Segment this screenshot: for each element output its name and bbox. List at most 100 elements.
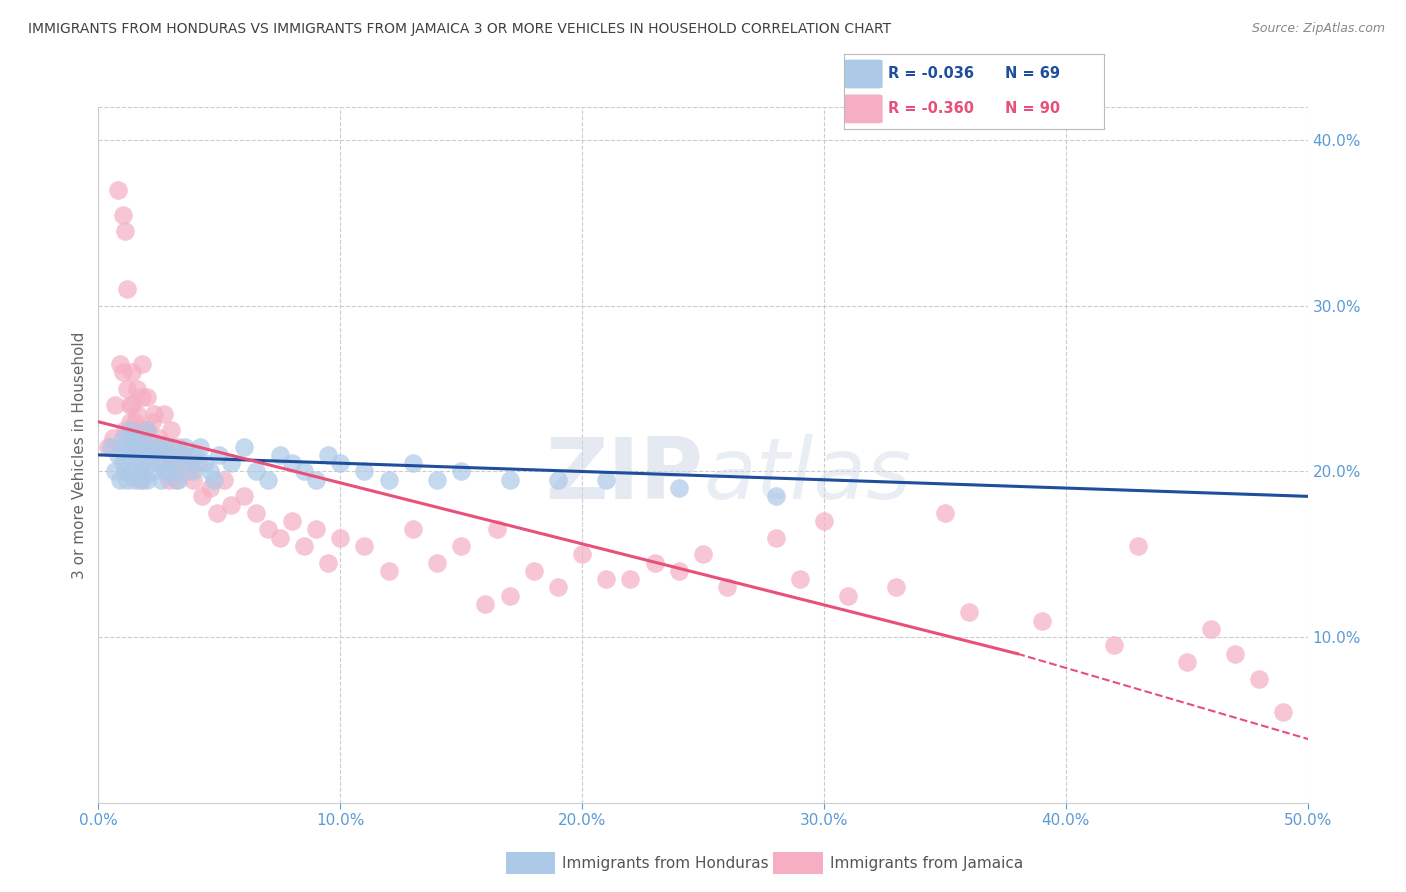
Point	[245, 506, 267, 520]
Point	[117, 473, 139, 487]
Point	[124, 473, 146, 487]
Point	[141, 415, 163, 429]
Point	[523, 564, 546, 578]
Point	[108, 357, 131, 371]
Point	[104, 465, 127, 479]
Point	[128, 440, 150, 454]
Point	[114, 224, 136, 238]
Y-axis label: 3 or more Vehicles in Household: 3 or more Vehicles in Household	[72, 331, 87, 579]
Point	[121, 398, 143, 412]
Point	[124, 415, 146, 429]
Point	[111, 456, 134, 470]
Point	[104, 398, 127, 412]
Point	[765, 531, 787, 545]
Point	[155, 440, 177, 454]
Point	[97, 440, 120, 454]
Point	[426, 556, 449, 570]
Point	[148, 431, 170, 445]
Point	[547, 473, 569, 487]
Point	[377, 564, 399, 578]
Point	[157, 473, 180, 487]
Point	[450, 465, 472, 479]
Point	[118, 415, 141, 429]
Point	[377, 473, 399, 487]
Point	[184, 448, 207, 462]
Point	[118, 440, 141, 454]
Point	[181, 473, 204, 487]
Point	[114, 440, 136, 454]
Point	[172, 448, 194, 462]
Point	[269, 448, 291, 462]
Point	[124, 440, 146, 454]
Point	[269, 531, 291, 545]
Point	[128, 473, 150, 487]
Point	[1199, 622, 1222, 636]
Point	[128, 431, 150, 445]
Point	[292, 539, 315, 553]
Point	[121, 431, 143, 445]
Point	[716, 581, 738, 595]
Point	[498, 473, 520, 487]
Point	[292, 465, 315, 479]
Point	[134, 423, 156, 437]
Point	[402, 456, 425, 470]
Point	[157, 448, 180, 462]
Point	[886, 581, 908, 595]
Point	[205, 506, 228, 520]
Point	[162, 456, 184, 470]
Text: atlas: atlas	[703, 434, 911, 517]
Point	[121, 465, 143, 479]
Point	[1102, 639, 1125, 653]
Point	[108, 473, 131, 487]
Point	[194, 456, 217, 470]
Point	[165, 473, 187, 487]
Point	[668, 481, 690, 495]
Text: Immigrants from Jamaica: Immigrants from Jamaica	[830, 856, 1022, 871]
Point	[353, 465, 375, 479]
Point	[256, 523, 278, 537]
Point	[107, 183, 129, 197]
Point	[135, 473, 157, 487]
Text: ZIP: ZIP	[546, 434, 703, 517]
Point	[118, 398, 141, 412]
Point	[281, 456, 304, 470]
Text: R = -0.036: R = -0.036	[887, 67, 974, 81]
Point	[160, 423, 183, 437]
Point	[121, 365, 143, 379]
Point	[316, 556, 339, 570]
Point	[402, 523, 425, 537]
Point	[174, 440, 197, 454]
Point	[644, 556, 666, 570]
Point	[124, 440, 146, 454]
Point	[143, 465, 166, 479]
Point	[107, 448, 129, 462]
Point	[152, 407, 174, 421]
Point	[138, 440, 160, 454]
FancyBboxPatch shape	[844, 60, 883, 88]
Point	[1031, 614, 1053, 628]
Point	[134, 440, 156, 454]
Point	[329, 456, 352, 470]
Point	[486, 523, 509, 537]
Point	[117, 282, 139, 296]
Point	[187, 456, 209, 470]
Point	[547, 581, 569, 595]
Point	[150, 473, 173, 487]
Point	[957, 605, 980, 619]
Point	[281, 514, 304, 528]
Point	[668, 564, 690, 578]
Point	[127, 448, 149, 462]
Point	[127, 382, 149, 396]
Point	[619, 572, 641, 586]
Point	[145, 440, 167, 454]
Point	[127, 407, 149, 421]
Point	[232, 489, 254, 503]
Point	[118, 423, 141, 437]
Point	[426, 473, 449, 487]
Point	[1223, 647, 1246, 661]
Point	[127, 431, 149, 445]
Point	[256, 473, 278, 487]
Point	[134, 448, 156, 462]
Point	[135, 423, 157, 437]
Point	[498, 589, 520, 603]
